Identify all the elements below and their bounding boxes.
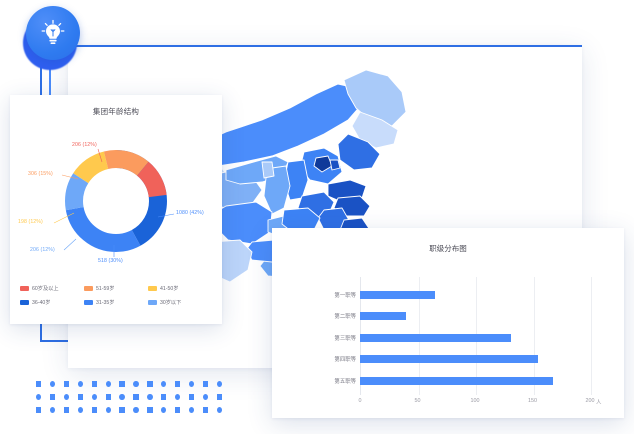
job-level-card: 职级分布图 第一职等 第二职等 第三职等 第四职等 第五职等 (272, 228, 624, 418)
xtick-100: 100 (470, 398, 480, 404)
donut-chart[interactable]: 1080 (42%) 518 (30%) 206 (12%) 198 (12%)… (10, 117, 222, 277)
bar-row[interactable] (360, 327, 590, 349)
legend-label: 31-35岁 (95, 300, 115, 306)
bar-row[interactable] (360, 349, 590, 371)
legend-swatch (20, 286, 29, 291)
legend-item-36-40[interactable]: 36-40岁 (20, 299, 84, 306)
bar-3[interactable] (360, 333, 511, 342)
value-axis: 0 50 100 150 200 人 (358, 395, 602, 409)
job-level-chart[interactable]: 第一职等 第二职等 第三职等 第四职等 第五职等 0 50 100 150 20… (272, 262, 624, 406)
donut-label-51-59: 306 (15%) (28, 171, 53, 177)
donut-label-under-30: 206 (12%) (30, 247, 55, 253)
bar-row[interactable] (360, 306, 590, 328)
legend-item-60-plus[interactable]: 60岁及以上 (20, 285, 84, 292)
badge-stem-line (49, 45, 51, 97)
category-label-4: 第四职等 (334, 357, 356, 364)
donut-label-60-plus: 206 (12%) (72, 142, 97, 148)
lightbulb-icon (41, 19, 65, 44)
bar-4[interactable] (360, 355, 539, 364)
xtick-50: 50 (414, 398, 421, 404)
legend-label: 51-59岁 (95, 286, 115, 292)
category-axis: 第一职等 第二职等 第三职等 第四职等 第五职等 (314, 284, 360, 392)
category-label-1: 第一职等 (334, 292, 356, 299)
age-structure-title: 集团年龄结构 (92, 107, 140, 116)
category-label-3: 第三职等 (334, 335, 356, 342)
legend-item-41-50[interactable]: 41-50岁 (147, 285, 212, 292)
legend-swatch (83, 286, 93, 291)
donut-label-36-40: 1080 (42%) (176, 210, 204, 216)
insight-badge[interactable] (18, 2, 82, 76)
dot-row (36, 381, 223, 387)
legend-label: 60岁及以上 (32, 286, 59, 292)
donut-chart-svg (53, 148, 175, 257)
age-structure-card: 集团年龄结构 (10, 95, 222, 324)
bar-1[interactable] (360, 290, 435, 299)
bar-row[interactable] (360, 370, 590, 392)
xtick-0: 0 (358, 398, 362, 404)
legend-item-under-30[interactable]: 30岁以下 (147, 299, 212, 306)
bar-series (360, 284, 590, 392)
legend-item-31-35[interactable]: 31-35岁 (83, 299, 148, 306)
bar-row[interactable] (360, 284, 590, 306)
dot-row (36, 394, 223, 400)
legend-label: 30岁以下 (159, 300, 182, 306)
badge-circle (26, 6, 80, 60)
gridline (533, 277, 535, 395)
bar-2[interactable] (360, 312, 406, 321)
category-label-2: 第二职等 (334, 314, 356, 321)
legend-label: 36-40岁 (32, 300, 51, 306)
dot-grid-decoration (36, 381, 223, 425)
legend-swatch (147, 286, 157, 291)
legend-label: 41-50岁 (159, 286, 179, 292)
legend-item-51-59[interactable]: 51-59岁 (83, 285, 148, 292)
legend-swatch (147, 300, 157, 305)
xtick-150: 150 (528, 398, 537, 404)
axis-unit-label: 人 (596, 400, 602, 406)
legend-swatch (83, 300, 93, 305)
xtick-200: 200 (585, 398, 595, 404)
job-level-title: 职级分布图 (429, 244, 467, 253)
accent-line-top (68, 45, 582, 47)
donut-legend: 60岁及以上 51-59岁 41-50岁 36-40岁 31-35岁 30岁以下 (20, 285, 212, 313)
donut-label-31-35: 518 (30%) (98, 258, 123, 264)
donut-label-41-50: 198 (12%) (18, 219, 43, 225)
category-label-5: 第五职等 (334, 378, 356, 385)
legend-swatch (20, 300, 29, 305)
dot-row (36, 407, 223, 413)
bar-5[interactable] (360, 376, 554, 385)
gridline (591, 277, 592, 395)
